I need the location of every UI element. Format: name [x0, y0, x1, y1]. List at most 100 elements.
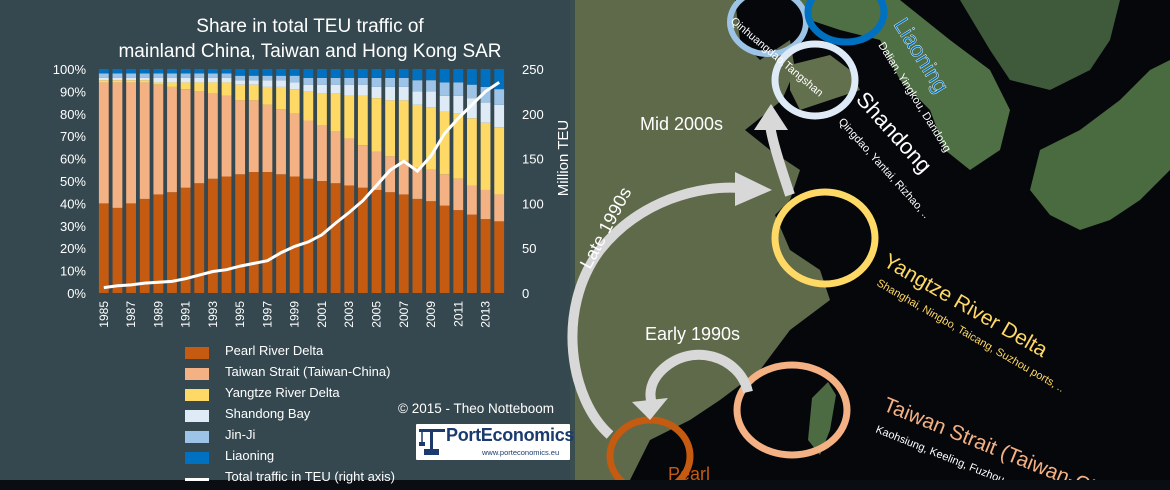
bar-1997-series-0	[262, 172, 273, 293]
bar-1999-series-5	[289, 69, 300, 76]
legend-label: Yangtze River Delta	[225, 385, 340, 400]
bar-1986-series-3	[112, 77, 123, 81]
bar-1988-series-1	[139, 82, 150, 199]
bar-2011-series-2	[453, 113, 464, 179]
bar-2007-series-0	[398, 194, 409, 293]
bar-2001-series-0	[317, 181, 327, 293]
bar-2013-series-5	[480, 69, 491, 87]
bar-1989-series-2	[153, 82, 164, 85]
bar-2000-series-4	[303, 77, 314, 85]
y-tick-label: 60%	[60, 152, 86, 167]
bar-2000-series-5	[303, 69, 314, 78]
bar-1993-series-4	[207, 73, 218, 78]
bar-2014-series-5	[494, 69, 505, 90]
bar-1993-series-3	[207, 77, 218, 83]
y2-tick-label: 200	[522, 107, 544, 122]
legend-label: Total traffic in TEU (right axis)	[225, 469, 396, 484]
bar-1998-series-2	[276, 86, 286, 110]
y-tick-label: 70%	[60, 129, 86, 144]
x-tick-label: 1989	[151, 301, 165, 328]
x-tick-label: 1991	[179, 301, 193, 328]
bar-2014-series-2	[494, 127, 505, 195]
bar-1992-series-1	[194, 91, 205, 184]
bar-1994-series-0	[221, 176, 232, 293]
bar-1987-series-2	[126, 80, 136, 83]
bar-1992-series-4	[194, 73, 205, 78]
bar-1990-series-3	[167, 77, 177, 83]
bar-1998-series-0	[276, 174, 286, 293]
y-tick-label: 30%	[60, 219, 86, 234]
bar-1987-series-5	[126, 69, 136, 74]
bar-1987-series-1	[126, 82, 136, 204]
bar-2002-series-2	[330, 93, 341, 132]
bar-1999-series-1	[289, 113, 300, 177]
bar-2007-series-3	[398, 86, 409, 101]
y2-tick-label: 0	[522, 286, 529, 301]
x-tick-label: 2003	[342, 301, 356, 328]
bar-2012-series-5	[467, 69, 477, 85]
bar-2007-series-2	[398, 100, 409, 161]
label-mid-2000s: Mid 2000s	[640, 114, 723, 134]
bar-2011-series-0	[453, 210, 464, 293]
bar-2005-series-5	[371, 69, 382, 78]
bar-2012-series-2	[467, 118, 477, 186]
bar-2012-series-3	[467, 98, 477, 119]
bar-2000-series-1	[303, 120, 314, 179]
bar-2012-series-0	[467, 214, 477, 293]
bar-2006-series-3	[385, 86, 396, 101]
bar-1997-series-5	[262, 69, 273, 76]
bar-1994-series-3	[221, 77, 232, 83]
bar-1991-series-2	[180, 82, 191, 90]
bar-1997-series-4	[262, 75, 273, 81]
y-tick-label: 100%	[53, 62, 87, 77]
bar-1996-series-3	[248, 80, 259, 85]
bar-1986-series-5	[112, 69, 123, 74]
bar-2002-series-0	[330, 183, 341, 293]
bar-2011-series-1	[453, 178, 464, 211]
bar-1993-series-2	[207, 82, 218, 94]
bar-1986-series-4	[112, 73, 123, 78]
arrow-head-mid	[754, 104, 788, 130]
bar-1985-series-1	[98, 82, 109, 204]
bar-1998-series-1	[276, 109, 286, 175]
x-tick-label: 2007	[397, 301, 411, 328]
bar-2014-series-4	[494, 89, 505, 105]
porteconomics-logo[interactable]: PortEconomics www.porteconomics.eu	[416, 424, 574, 460]
label-taiwan: Taiwan Strait (Taiwan-Chi	[880, 393, 1108, 480]
bar-1990-series-0	[167, 192, 177, 293]
bar-2003-series-5	[344, 69, 355, 78]
circle-jinji	[727, 0, 809, 57]
bar-2001-series-4	[317, 77, 327, 85]
bar-1999-series-4	[289, 75, 300, 83]
chart-title-line-1: Share in total TEU traffic of	[196, 16, 424, 37]
copyright-credit: © 2015 - Theo Notteboom	[398, 401, 555, 416]
bar-2009-series-3	[426, 91, 436, 108]
bar-1991-series-1	[180, 89, 191, 188]
map-annotations: Mid 2000s Late 1990s Early 1990s Qinhuan…	[567, 0, 1108, 480]
label-yangtze: Yangtze River Delta	[880, 249, 1052, 362]
bar-2013-series-2	[480, 122, 491, 190]
bar-2002-series-4	[330, 77, 341, 85]
right-axis-label: Million TEU	[555, 120, 572, 196]
bar-1991-series-4	[180, 73, 191, 78]
bar-2005-series-4	[371, 77, 382, 87]
y-tick-label: 40%	[60, 196, 86, 211]
bar-2003-series-0	[344, 185, 355, 293]
x-tick-label: 1993	[206, 301, 220, 328]
bar-1992-series-2	[194, 82, 205, 92]
bar-2008-series-5	[412, 69, 423, 81]
legend-swatch	[185, 452, 209, 464]
bar-1992-series-5	[194, 69, 205, 74]
label-liaoning: Liaoning	[889, 13, 954, 97]
bar-2006-series-0	[385, 192, 396, 293]
bar-1987-series-0	[126, 203, 136, 293]
bar-1992-series-3	[194, 77, 205, 83]
bar-1987-series-4	[126, 73, 136, 78]
x-tick-label: 1999	[288, 301, 302, 328]
legend-label: Taiwan Strait (Taiwan-China)	[225, 364, 391, 379]
circle-liaoning	[804, 0, 888, 46]
crane-icon	[419, 429, 445, 455]
arrow-mid-2000s	[765, 124, 795, 197]
bar-1997-series-3	[262, 80, 273, 87]
bar-1996-series-4	[248, 75, 259, 81]
